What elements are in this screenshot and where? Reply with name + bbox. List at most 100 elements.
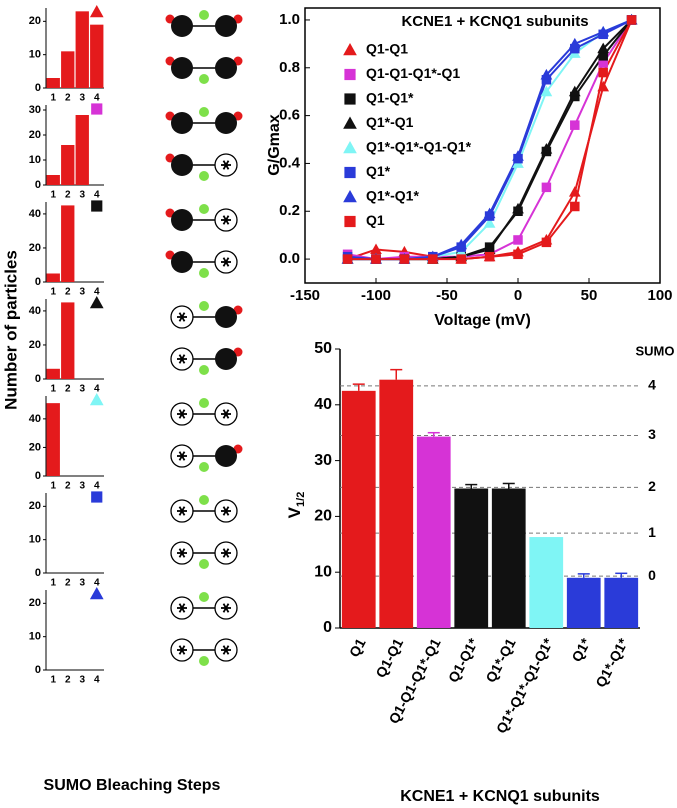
y-tick-label: 30 xyxy=(314,452,332,469)
y-tick-label: 20 xyxy=(29,597,41,609)
bar xyxy=(61,205,75,282)
legend-marker xyxy=(344,215,356,228)
y-tick-label: 40 xyxy=(29,305,41,317)
legend-label: Q1-Q1* xyxy=(366,90,414,106)
sumo-dot xyxy=(199,10,209,20)
chart-title: KCNE1 + KCNQ1 subunits xyxy=(401,13,588,30)
y-axis-label: G/Gmax xyxy=(266,114,283,175)
sumo-label: 4 xyxy=(648,377,656,393)
data-point xyxy=(342,254,353,264)
bar xyxy=(416,436,451,628)
asterisk xyxy=(178,603,186,613)
legend-symbol xyxy=(89,4,104,18)
x-tick-label: 3 xyxy=(79,190,85,201)
sumo-dot xyxy=(199,301,209,311)
x-tick-label: Q1-Q1* xyxy=(445,635,482,685)
x-tick-label: 1 xyxy=(50,481,56,492)
data-point xyxy=(456,254,466,264)
legend-label: Q1-Q1 xyxy=(366,41,408,57)
x-tick-label: Q1*-Q1* xyxy=(592,635,631,690)
sumo-label: 3 xyxy=(648,426,656,442)
y-tick-label: 0 xyxy=(35,567,41,579)
x-tick-label: -50 xyxy=(436,287,458,304)
x-tick-label: 4 xyxy=(94,481,100,492)
legend-symbol xyxy=(91,103,103,115)
x-tick-label: 2 xyxy=(65,675,71,686)
data-point xyxy=(568,186,581,197)
bar xyxy=(46,273,60,282)
x-tick-label: 4 xyxy=(94,578,100,589)
sumo-dot xyxy=(199,656,209,666)
data-point xyxy=(597,42,610,54)
subunit xyxy=(171,15,193,37)
y-tick-label: 30 xyxy=(29,104,41,116)
y-tick-label: 20 xyxy=(29,500,41,512)
sumo-dot xyxy=(199,462,209,472)
subunit xyxy=(215,15,237,37)
bar xyxy=(46,403,60,476)
x-tick-label: 1 xyxy=(50,93,56,104)
data-point xyxy=(597,80,610,92)
x-tick-label: 4 xyxy=(94,93,100,104)
bar xyxy=(46,78,60,88)
asterisk xyxy=(222,603,230,613)
sumo-dot xyxy=(199,495,209,505)
x-tick-label: 3 xyxy=(79,287,85,298)
bar xyxy=(454,488,489,628)
sumo-dot xyxy=(199,204,209,214)
asterisk xyxy=(222,506,230,516)
x-tick-label: 3 xyxy=(79,384,85,395)
data-point xyxy=(512,202,524,214)
y-tick-label: 40 xyxy=(29,413,41,425)
data-point xyxy=(483,207,496,219)
x-tick-label: 3 xyxy=(79,93,85,104)
y-tick-label: 0 xyxy=(35,82,41,94)
bar xyxy=(46,368,60,379)
x-tick-label: 3 xyxy=(79,675,85,686)
x-tick-label: 4 xyxy=(94,384,100,395)
sumo-label: 1 xyxy=(648,524,656,540)
sumo-dot xyxy=(199,268,209,278)
y-tick-label: 10 xyxy=(314,563,332,580)
x-tick-label: Q1-Q1 xyxy=(372,635,406,680)
y-tick-label: 0 xyxy=(35,664,41,676)
data-point xyxy=(568,37,581,49)
x-tick-label: 1 xyxy=(50,578,56,589)
legend-marker xyxy=(343,42,357,56)
legend-symbol xyxy=(89,392,104,406)
x-tick-label: -100 xyxy=(361,287,391,304)
x-tick-label: 3 xyxy=(79,578,85,589)
y-tick-label: 0 xyxy=(35,276,41,288)
legend-symbol xyxy=(91,200,103,212)
asterisk xyxy=(222,257,230,267)
x-tick-label: 3 xyxy=(79,481,85,492)
subunit xyxy=(171,112,193,134)
error-bar xyxy=(427,431,440,437)
bar xyxy=(75,115,89,185)
y-tick-label: 20 xyxy=(29,441,41,453)
bar xyxy=(604,577,639,628)
sumo-label: 0 xyxy=(648,567,656,583)
data-point xyxy=(371,254,381,264)
sumo-label: 2 xyxy=(648,478,656,494)
data-point xyxy=(568,85,581,97)
x-tick-label: 1 xyxy=(50,384,56,395)
legend-symbol xyxy=(89,295,104,309)
legend-label: Q1* xyxy=(366,163,391,179)
error-bar xyxy=(615,572,628,578)
subunit xyxy=(215,445,237,467)
asterisk xyxy=(222,548,230,558)
histogram-y-label: Number of particles xyxy=(1,250,20,410)
sumo-dot xyxy=(199,559,209,569)
data-point xyxy=(570,120,580,130)
legend-marker xyxy=(343,189,357,203)
x-tick-label: 50 xyxy=(581,287,598,304)
asterisk xyxy=(178,506,186,516)
data-point xyxy=(540,68,553,80)
asterisk xyxy=(222,160,230,170)
x-tick-label: 2 xyxy=(65,190,71,201)
bar xyxy=(566,577,601,628)
x-tick-label: 2 xyxy=(65,93,71,104)
x-tick-label: 1 xyxy=(50,287,56,298)
y-tick-label: 0 xyxy=(323,619,332,636)
